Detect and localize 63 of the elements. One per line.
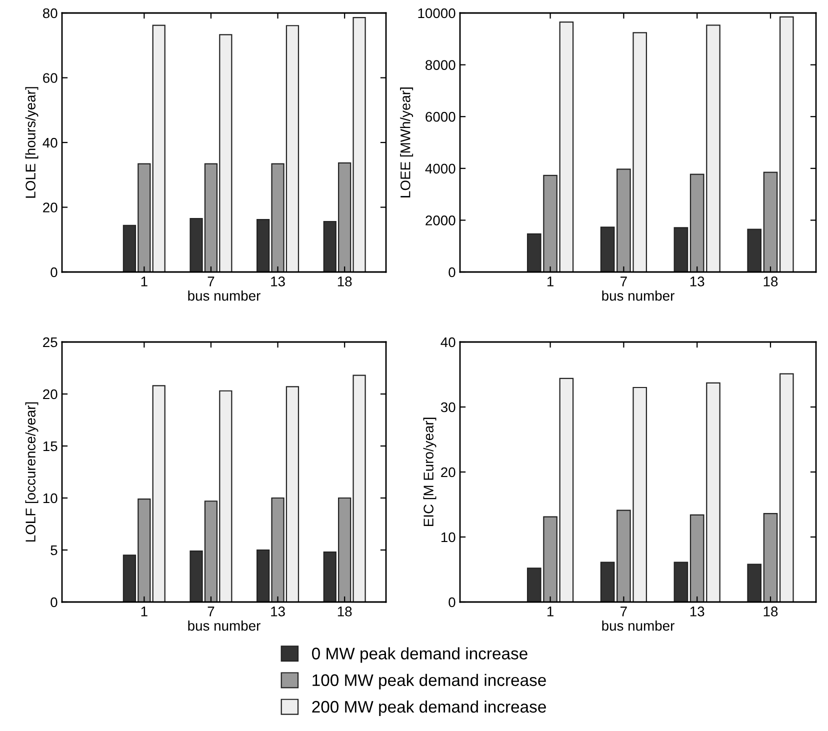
y-tick-label: 10 (43, 493, 58, 504)
x-tick-label: 7 (208, 606, 214, 616)
x-tick-label: 1 (547, 606, 554, 616)
y-axis-title: EIC [M Euro/year] (423, 418, 436, 526)
y-tick-label: 10000 (418, 8, 456, 18)
y-tick-label: 8000 (426, 60, 456, 70)
y-axis-title: LOEE [MWh/year] (400, 88, 414, 198)
x-tick-label: 1 (141, 276, 148, 286)
x-tick-label: 13 (271, 276, 285, 286)
x-tick-label: 13 (690, 606, 704, 616)
y-tick-label: 2000 (426, 216, 456, 226)
x-axis-title: bus number (188, 290, 260, 301)
legend-label: 200 MW peak demand increase (312, 700, 546, 716)
bar (600, 226, 615, 272)
bar (747, 564, 762, 602)
bar (600, 562, 615, 602)
y-tick-label: 20 (43, 202, 58, 212)
y-tick-label: 6000 (426, 112, 456, 122)
bar (559, 22, 574, 272)
legend-label: 0 MW peak demand increase (312, 647, 528, 663)
bar (747, 228, 762, 272)
y-tick-label: 20 (43, 389, 58, 400)
bar (152, 385, 166, 602)
y-tick-label: 40 (42, 138, 58, 148)
y-tick-label: 4000 (425, 164, 456, 174)
bar (779, 16, 794, 272)
y-tick-label: 80 (42, 8, 58, 18)
y-axis-title: LOLF [occurence/year] (25, 402, 38, 542)
bar (779, 373, 794, 602)
legend-label: 100 MW peak demand increase (312, 674, 546, 690)
bar (559, 378, 574, 602)
y-tick-label: 0 (448, 597, 456, 608)
bar (674, 227, 688, 272)
x-tick-label: 18 (338, 276, 352, 286)
y-tick-label: 10 (441, 532, 456, 542)
y-tick-label: 25 (43, 337, 58, 348)
x-tick-label: 7 (208, 276, 214, 286)
y-tick-label: 5 (50, 545, 58, 556)
bar (763, 172, 778, 272)
x-tick-label: 18 (338, 606, 352, 616)
x-tick-label: 7 (620, 276, 627, 286)
x-tick-label: 13 (271, 606, 285, 616)
bar (674, 562, 688, 602)
y-tick-label: 40 (440, 337, 456, 348)
x-tick-label: 18 (764, 606, 778, 616)
x-tick-label: 1 (141, 606, 148, 616)
x-axis-title: bus number (602, 620, 674, 631)
y-tick-label: 20 (441, 467, 456, 478)
y-tick-label: 0 (50, 597, 58, 608)
y-tick-label: 0 (50, 267, 58, 278)
bar (152, 24, 166, 272)
bar (763, 513, 778, 602)
x-axis-title: bus number (188, 620, 260, 631)
y-tick-label: 0 (448, 267, 456, 278)
x-tick-label: 1 (547, 276, 554, 286)
y-tick-label: 30 (440, 402, 456, 412)
x-axis-title: bus number (602, 290, 674, 301)
y-tick-label: 60 (43, 73, 58, 83)
x-tick-label: 13 (690, 276, 704, 286)
x-tick-label: 18 (764, 276, 778, 286)
x-tick-label: 7 (620, 606, 627, 616)
y-axis-title: LOLE [hours/year] (25, 87, 38, 198)
y-tick-label: 15 (43, 441, 58, 452)
